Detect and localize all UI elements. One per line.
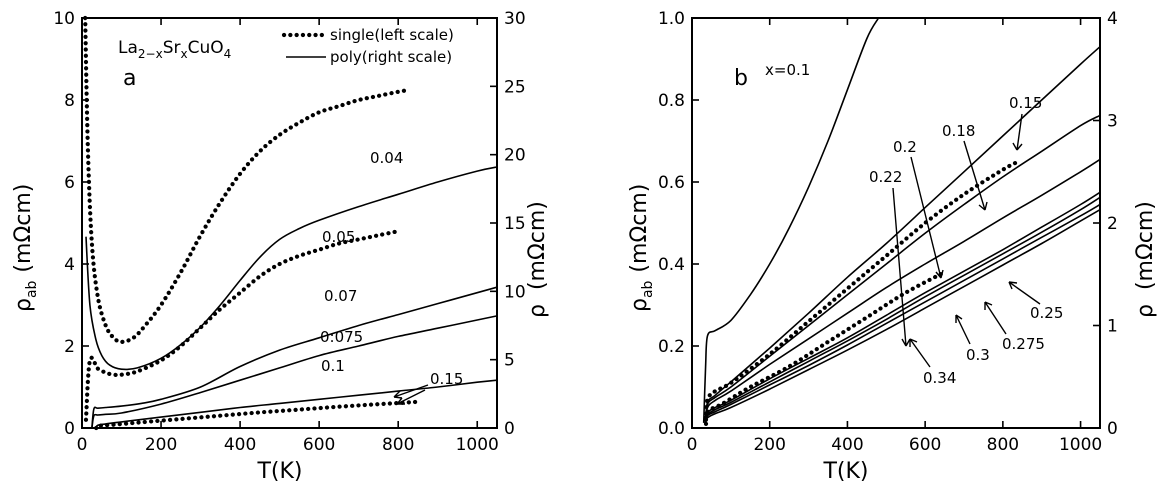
panel-a-xtick-label: 600 — [303, 435, 335, 455]
panel-a-ytick-right-label: 10 — [504, 282, 526, 302]
panel-a-ytick-right-label: 20 — [504, 146, 526, 166]
panel-a-ytick-left-label: 8 — [64, 91, 75, 111]
panel-b-xtick-label: 400 — [831, 435, 863, 455]
annotation-0.3: 0.3 — [966, 346, 990, 364]
panel-b-series-0-34 — [704, 209, 1101, 424]
annotation-0.25: 0.25 — [1030, 304, 1063, 322]
annotation-0.18-arrow — [963, 140, 988, 211]
annotation-0.25-arrow — [1008, 281, 1041, 305]
panel-b-xtick-label: 0 — [687, 435, 698, 455]
panel-b-series-x-0-1 — [702, 17, 880, 423]
panel-b-xtick-label: 200 — [753, 435, 785, 455]
panel-a-xlabel: T(K) — [256, 459, 302, 484]
panel-a-xtick-label: 0 — [77, 435, 88, 455]
panel-b-xtick-label: 600 — [909, 435, 941, 455]
panel-b-ytick-left-label: 1.0 — [658, 9, 685, 29]
panel-b-label: b — [734, 66, 748, 91]
panel-b-series-0-25 — [704, 191, 1101, 424]
panel-b-series-dotted-lower — [703, 270, 947, 426]
annotation-0.34: 0.34 — [923, 369, 956, 387]
panel-b-ytick-left-label: 0.2 — [658, 337, 685, 357]
panel-a-series-0-075 — [91, 286, 498, 429]
panel-a-ytick-left-label: 10 — [53, 9, 75, 29]
annotation-0.2-arrow — [910, 156, 944, 279]
panel-a-xtick-label: 200 — [145, 435, 177, 455]
panel-a-xtick-label: 1000 — [456, 435, 499, 455]
panel-b-series-0-2 — [704, 158, 1101, 423]
panel-a-label: a — [123, 66, 136, 91]
panel-b-ylabel-left: ρab(mΩcm) — [627, 184, 656, 312]
panel-b-series-0-15 — [704, 46, 1101, 423]
annotation-0.275: 0.275 — [1002, 335, 1045, 353]
annotation-x0.1: x=0.1 — [765, 61, 810, 79]
panel-b-ytick-left-label: 0.4 — [658, 255, 685, 275]
panel-b: b T(K) ρab(mΩcm) ρ (mΩcm) x=0.1 0.15 0.1… — [627, 61, 1158, 484]
panel-b-ylabel-right: ρ (mΩcm) — [1133, 201, 1158, 318]
panel-a: a La2−xSrxCuO4 single(left scale) poly(r… — [11, 26, 550, 484]
panel-a-ylabel-right: ρ (mΩcm) — [525, 201, 550, 318]
annotation-0.22: 0.22 — [869, 168, 902, 186]
panel-b-xtick-label: 800 — [987, 435, 1019, 455]
panel-b-ytick-right-label: 4 — [1107, 9, 1118, 29]
annotation-0.275-arrow — [984, 301, 1007, 335]
panel-b-series-0-22 — [703, 159, 1021, 422]
annotation-0.3-arrow — [955, 314, 971, 345]
panel-b-xlabel: T(K) — [822, 459, 868, 484]
panel-b-ytick-left-label: 0.0 — [658, 419, 685, 439]
panel-b-ytick-right-label: 2 — [1107, 214, 1118, 234]
panel-a-ytick-right-label: 5 — [504, 351, 515, 371]
panel-b-xtick-label: 1000 — [1059, 435, 1102, 455]
legend-poly-label: poly(right scale) — [330, 48, 452, 66]
panel-a-annotations: 0.04 0.05 0.07 0:075 0.1 0.15 — [320, 149, 463, 405]
panel-a-formula: La2−xSrxCuO4 — [118, 38, 231, 61]
panel-a-series-0-05 — [85, 166, 498, 371]
panel-a-ytick-left-label: 4 — [64, 255, 75, 275]
panel-b-series-0-18 — [704, 114, 1101, 423]
panel-b-ytick-right-label: 1 — [1107, 317, 1118, 337]
panel-a-ylabel-left: ρab(mΩcm) — [11, 184, 40, 312]
annotation-0.34-arrow — [909, 338, 931, 368]
annotation-0.18: 0.18 — [942, 122, 975, 140]
annotation-0.15-arrow-1 — [393, 384, 429, 399]
panel-a-series-0-1 — [91, 315, 498, 429]
annotation-0.075: 0:075 — [320, 328, 363, 346]
panel-a-ytick-left-label: 2 — [64, 337, 75, 357]
panel-a-xtick-label: 800 — [382, 435, 414, 455]
panel-a-ytick-right-label: 25 — [504, 77, 526, 97]
panel-b-ytick-left-label: 0.8 — [658, 91, 685, 111]
panel-a-ytick-right-label: 0 — [504, 419, 515, 439]
panel-a-ytick-left-label: 6 — [64, 173, 75, 193]
annotation-0.1: 0.1 — [321, 357, 345, 375]
panel-a-ytick-right-label: 30 — [504, 9, 526, 29]
annotation-0.2: 0.2 — [893, 138, 917, 156]
annotation-0.07: 0.07 — [324, 287, 357, 305]
panel-b-ytick-left-label: 0.6 — [658, 173, 685, 193]
annotation-0.22-arrow — [892, 187, 911, 347]
panel-a-series-0-04 — [83, 15, 413, 345]
panel-b-ytick-right-label: 0 — [1107, 419, 1118, 439]
panel-b-ytick-right-label: 3 — [1107, 112, 1118, 132]
panel-a-series-0-07 — [83, 229, 401, 422]
panel-a-ytick-left-label: 0 — [64, 419, 75, 439]
panel-a-xtick-label: 400 — [224, 435, 256, 455]
panel-b-series-0-3 — [704, 203, 1101, 424]
panel-a-ytick-right-label: 15 — [504, 214, 526, 234]
panel-b-series-0-275 — [704, 196, 1101, 424]
panel-a-series-0-15-single — [93, 399, 421, 431]
annotation-0.04: 0.04 — [370, 149, 403, 167]
legend-single-label: single(left scale) — [330, 26, 454, 44]
annotation-0.15: 0.15 — [430, 370, 463, 388]
